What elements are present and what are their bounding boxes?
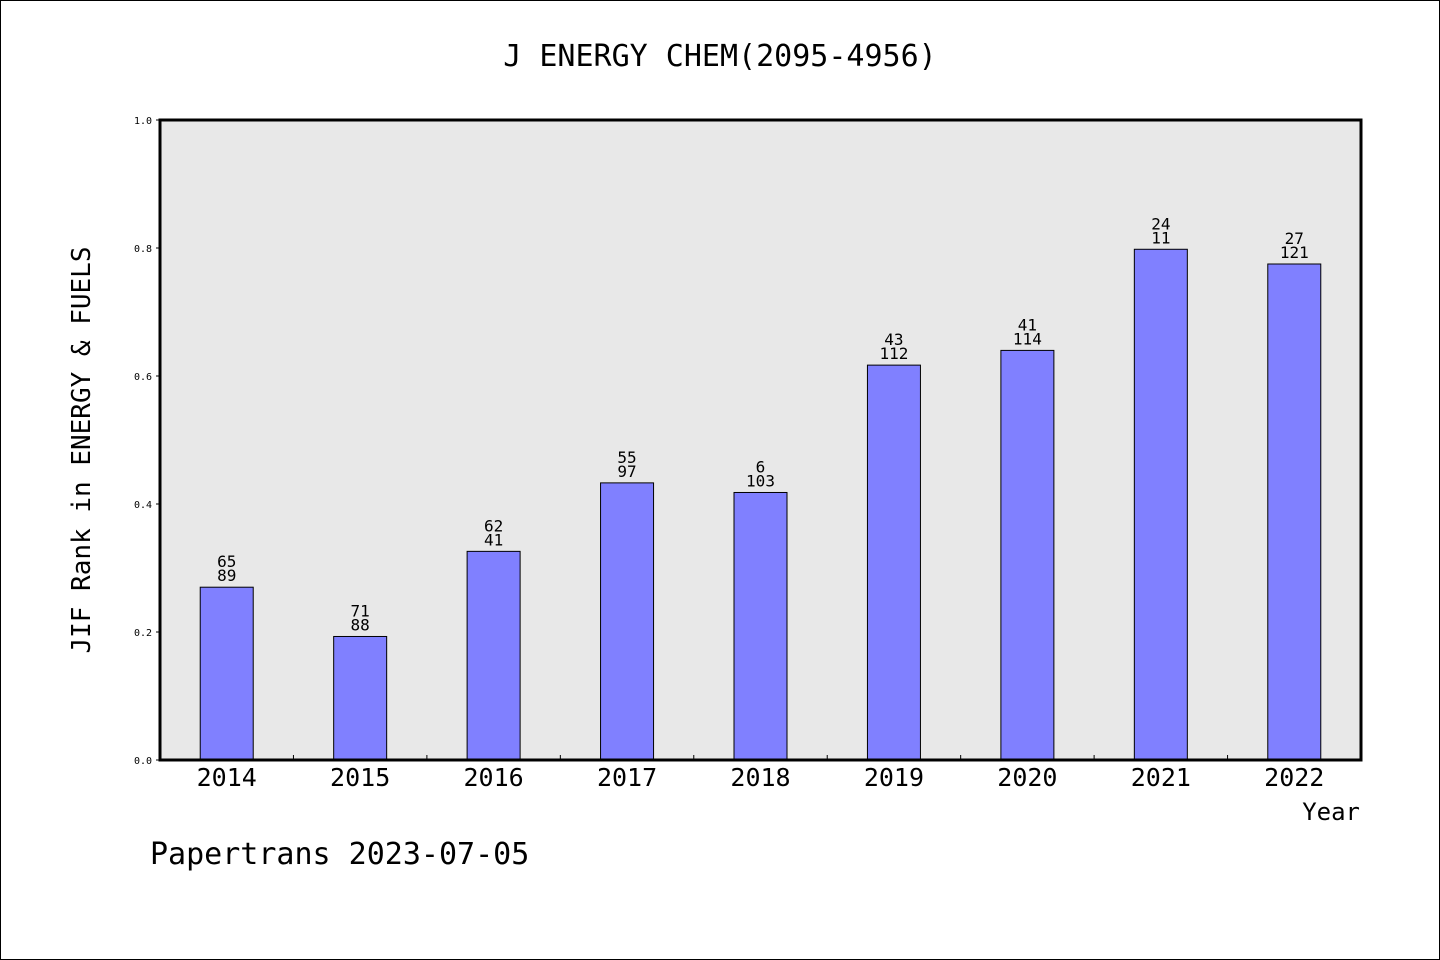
x-tick-label: 2014 <box>197 763 257 792</box>
footer-credit: Papertrans 2023-07-05 <box>150 837 529 872</box>
bar-label-bottom: 88 <box>351 615 370 634</box>
y-tick-label: 0.4 <box>134 500 152 511</box>
y-tick-label: 0.8 <box>134 244 152 255</box>
bar-2017 <box>600 482 655 761</box>
bar-2022 <box>1267 263 1322 761</box>
bar-2019 <box>866 364 921 761</box>
bar-label-bottom: 11 <box>1151 228 1170 247</box>
bar-label-top: 41 <box>1018 315 1037 334</box>
bar-label-top: 43 <box>884 330 903 349</box>
x-tick-label: 2018 <box>730 763 790 792</box>
bar-label-top: 71 <box>351 601 370 620</box>
bar-label-top: 62 <box>484 516 503 535</box>
y-tick-label: 1.0 <box>134 116 152 127</box>
bar-2016 <box>466 550 521 761</box>
bar-label-top: 6 <box>756 457 766 476</box>
bar-label-bottom: 112 <box>879 344 908 363</box>
bar-label-bottom: 114 <box>1013 329 1042 348</box>
bar-label-bottom: 121 <box>1280 243 1309 262</box>
chart-title: J ENERGY CHEM(2095-4956) <box>503 39 936 74</box>
bar-label-bottom: 89 <box>217 566 236 585</box>
bars-layer <box>199 248 1322 761</box>
x-tick-label: 2019 <box>864 763 924 792</box>
bar-2018 <box>733 491 788 761</box>
bar-2014 <box>199 586 254 761</box>
bar-label-bottom: 41 <box>484 530 503 549</box>
y-tick-label: 0.6 <box>134 372 152 383</box>
bar-label-bottom: 103 <box>746 471 775 490</box>
bar-2021 <box>1133 248 1188 761</box>
y-tick-label: 0.2 <box>134 628 152 639</box>
y-axis: 0.0 0.2 0.4 0.6 0.8 1.0 <box>134 116 160 767</box>
x-axis: 2014 2015 2016 2017 2018 2019 2020 2021 2022 <box>197 755 1324 792</box>
bar-label-top: 65 <box>217 552 236 571</box>
bar-2020 <box>1000 349 1055 761</box>
bar-label-bottom: 97 <box>617 462 636 481</box>
bar-label-top: 24 <box>1151 214 1170 233</box>
x-tick-label: 2021 <box>1131 763 1191 792</box>
y-axis-label: JIF Rank in ENERGY & FUELS <box>67 247 97 654</box>
plot-border <box>158 118 1363 762</box>
x-axis-label: Year <box>1302 798 1360 826</box>
y-tick-label: 0.0 <box>134 756 152 767</box>
bar-label-top: 55 <box>617 448 636 467</box>
x-tick-label: 2022 <box>1264 763 1324 792</box>
bar-label-top: 27 <box>1285 229 1304 248</box>
x-tick-label: 2016 <box>464 763 524 792</box>
bar-2015 <box>333 635 388 761</box>
x-tick-label: 2015 <box>330 763 390 792</box>
x-tick-label: 2017 <box>597 763 657 792</box>
x-tick-label: 2020 <box>997 763 1057 792</box>
